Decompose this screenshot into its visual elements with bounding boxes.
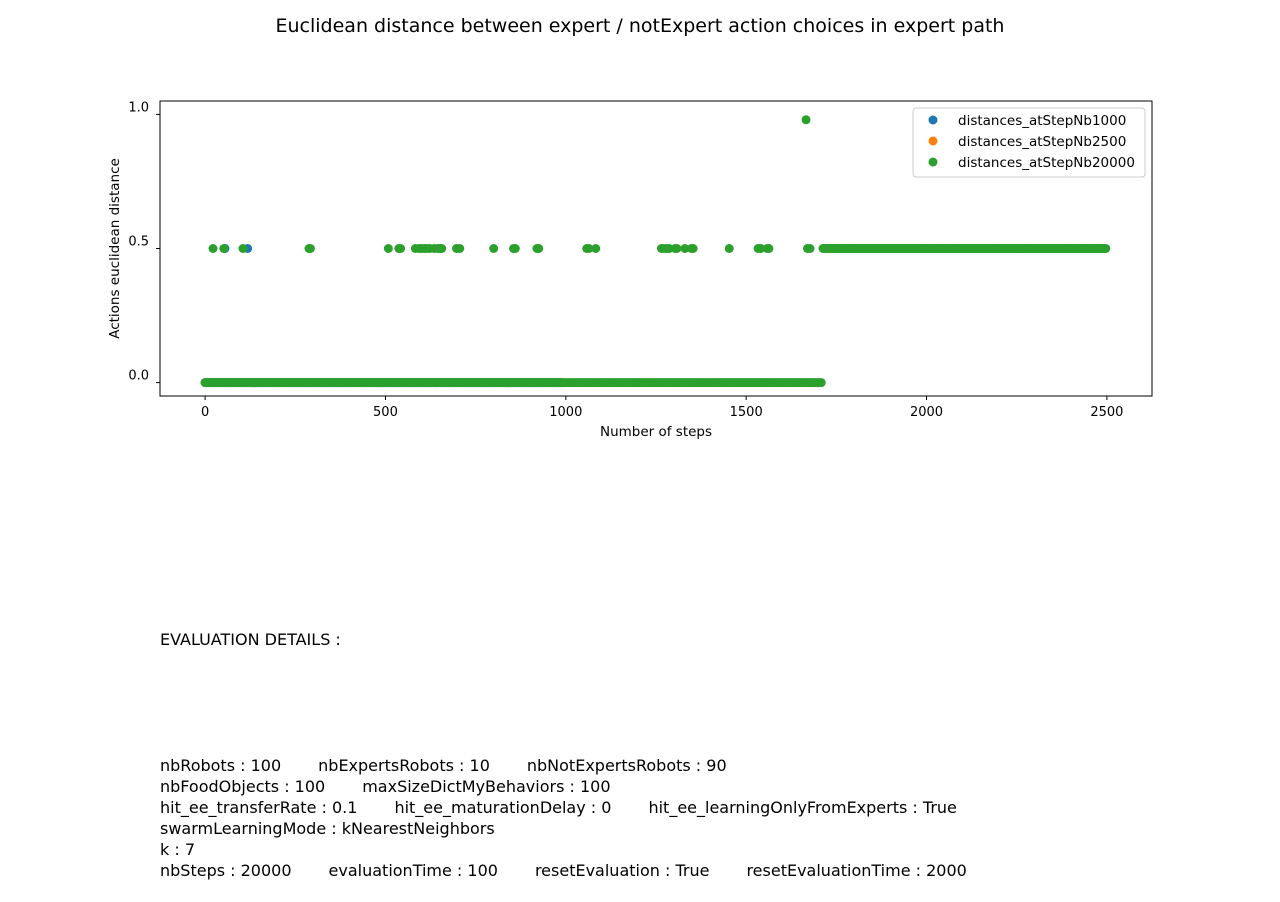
evaluation-details: EVALUATION DETAILS : nbRobots : 100 nbExp…: [160, 587, 967, 902]
details-line: swarmLearningMode : kNearestNeighbors: [160, 818, 967, 839]
point-distances_atStepNb20000: [383, 244, 393, 253]
y-tick-label: 0.0: [128, 369, 149, 384]
legend-marker: [928, 136, 938, 146]
point-distances_atStepNb20000: [455, 244, 465, 253]
point-distances_atStepNb20000: [208, 244, 218, 253]
y-axis-label: Actions euclidean distance: [107, 158, 123, 339]
details-item: nbExpertsRobots : 10: [318, 756, 490, 775]
x-tick-label: 1500: [730, 405, 763, 420]
chart-title: Euclidean distance between expert / notE…: [276, 15, 1005, 37]
legend-label: distances_atStepNb20000: [958, 155, 1135, 171]
details-item: nbNotExpertsRobots : 90: [526, 756, 727, 775]
x-tick-label: 500: [373, 405, 398, 420]
legend-marker: [928, 157, 938, 167]
x-axis-ticks: 0 500 1000 1500 2000 2500: [201, 396, 1123, 420]
point-distances_atStepNb20000: [219, 244, 229, 253]
point-distances_atStepNb20000: [437, 244, 447, 253]
details-line: hit_ee_transferRate : 0.1 hit_ee_maturati…: [160, 797, 967, 818]
point-distances_atStepNb20000: [305, 244, 315, 253]
point-distances_atStepNb20000: [756, 244, 766, 253]
details-line: k : 7: [160, 839, 967, 860]
point-distances_atStepNb20000: [680, 244, 690, 253]
details-heading: EVALUATION DETAILS :: [160, 630, 341, 649]
details-line: nbRobots : 100 nbExpertsRobots : 10 nbNotE…: [160, 755, 967, 776]
y-tick-label: 0.5: [128, 235, 149, 250]
details-item: swarmLearningMode : kNearestNeighbors: [160, 819, 495, 838]
legend-marker: [928, 115, 938, 125]
details-item: maxSizeDictMyBehaviors : 100: [362, 777, 611, 796]
x-tick-label: 2500: [1090, 405, 1123, 420]
details-item: evaluationTime : 100: [328, 861, 498, 880]
point-distances_atStepNb20000: [724, 244, 734, 253]
data-points: [200, 115, 1111, 388]
details-item: hit_ee_learningOnlyFromExperts : True: [648, 798, 957, 817]
details-item: resetEvaluationTime : 2000: [746, 861, 967, 880]
details-item: hit_ee_transferRate : 0.1: [160, 798, 358, 817]
x-tick-label: 2000: [910, 405, 943, 420]
point-distances_atStepNb20000: [672, 244, 682, 253]
point-distances_atStepNb20000: [591, 244, 601, 253]
legend: distances_atStepNb1000 distances_atStepNb…: [912, 107, 1146, 178]
point-distances_atStepNb20000: [816, 378, 826, 388]
point-distances_atStepNb20000: [801, 115, 811, 125]
scatter-chart: Euclidean distance between expert / notE…: [107, 15, 1153, 440]
legend-box: [912, 107, 1146, 178]
x-axis-label: Number of steps: [600, 424, 712, 440]
details-item: resetEvaluation : True: [534, 861, 710, 880]
details-line: nbFoodObjects : 100 maxSizeDictMyBehavior…: [160, 776, 967, 797]
details-item: hit_ee_maturationDelay : 0: [394, 798, 612, 817]
point-distances_atStepNb20000: [510, 244, 520, 253]
legend-label: distances_atStepNb2500: [958, 134, 1126, 150]
details-line: nbSteps : 20000 evaluationTime : 100 reset…: [160, 860, 967, 881]
point-distances_atStepNb20000: [584, 244, 594, 253]
x-tick-label: 0: [201, 405, 209, 420]
point-distances_atStepNb20000: [238, 244, 248, 253]
point-distances_atStepNb20000: [534, 244, 544, 253]
y-axis-ticks: 0.0 0.5 1.0: [128, 100, 160, 384]
y-tick-label: 1.0: [128, 100, 149, 115]
details-item: nbFoodObjects : 100: [160, 777, 326, 796]
point-distances_atStepNb20000: [489, 244, 499, 253]
point-distances_atStepNb20000: [764, 244, 774, 253]
details-item: nbRobots : 100: [160, 756, 282, 775]
details-item: nbSteps : 20000: [160, 861, 292, 880]
point-distances_atStepNb20000: [805, 244, 815, 253]
point-distances_atStepNb20000: [688, 244, 698, 253]
point-distances_atStepNb20000: [1101, 244, 1111, 253]
point-distances_atStepNb20000: [396, 244, 406, 253]
x-tick-label: 1000: [549, 405, 582, 420]
legend-label: distances_atStepNb1000: [958, 113, 1126, 129]
